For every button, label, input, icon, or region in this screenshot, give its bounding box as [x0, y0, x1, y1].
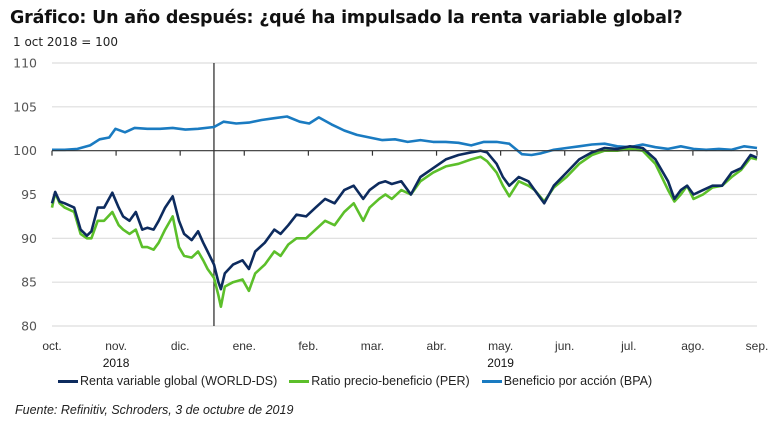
y-axis-ticks: 110 105 100 95 90 85 80 — [13, 56, 37, 334]
legend-swatch-bpa — [481, 379, 502, 383]
x-axis-tick-labels: oct. nov. dic. ene. feb. mar. abr. may. jun. jul.… — [42, 339, 768, 370]
series-line-bpa — [52, 115, 758, 157]
x-tick-label: jun. — [554, 339, 574, 353]
x-year-label: 2018 — [103, 356, 130, 370]
legend-label-world: Renta variable global (WORLD-DS) — [80, 374, 278, 388]
x-tick-label: dic. — [171, 339, 190, 353]
y-tick-label: 90 — [21, 231, 37, 246]
y-tick-label: 100 — [13, 143, 37, 158]
legend-label-per: Ratio precio-beneficio (PER) — [311, 374, 470, 388]
legend-swatch-per — [289, 379, 310, 383]
legend-item-per: Ratio precio-beneficio (PER) — [289, 374, 470, 388]
grid-lines — [52, 62, 757, 327]
legend-item-world: Renta variable global (WORLD-DS) — [58, 374, 277, 388]
y-tick-label: 85 — [21, 275, 37, 290]
x-tick-label: ene. — [233, 339, 256, 353]
legend-swatch-world — [58, 379, 78, 383]
x-axis — [51, 150, 758, 156]
y-tick-label: 105 — [13, 99, 37, 114]
source-note: Fuente: Refinitiv, Schroders, 3 de octub… — [15, 403, 294, 417]
x-tick-label: oct. — [42, 339, 61, 353]
y-tick-label: 80 — [21, 319, 37, 334]
y-axis-unit-label: 1 oct 2018 = 100 — [13, 35, 119, 49]
x-year-label: 2019 — [487, 356, 514, 370]
y-tick-label: 110 — [13, 56, 37, 71]
series-lines — [50, 115, 758, 309]
legend-item-bpa: Beneficio por acción (BPA) — [481, 374, 653, 388]
x-tick-label: sep. — [746, 339, 769, 353]
x-tick-label: jul. — [620, 339, 636, 353]
line-chart: 110 105 100 95 90 85 80 oct. nov. dic. ene. feb. ma… — [13, 56, 768, 371]
series-line-per — [50, 147, 758, 309]
y-tick-label: 95 — [21, 187, 37, 202]
series-line-world — [50, 145, 758, 291]
x-tick-label: may. — [488, 339, 513, 353]
legend-label-bpa: Beneficio por acción (BPA) — [503, 374, 653, 388]
x-tick-label: feb. — [298, 339, 318, 353]
legend: Renta variable global (WORLD-DS) Ratio p… — [58, 374, 652, 388]
x-tick-label: mar. — [361, 339, 384, 353]
x-tick-label: ago. — [681, 339, 704, 353]
x-tick-label: nov. — [105, 339, 127, 353]
x-tick-label: abr. — [427, 339, 447, 353]
chart-title: Gráfico: Un año después: ¿qué ha impulsa… — [10, 8, 683, 28]
